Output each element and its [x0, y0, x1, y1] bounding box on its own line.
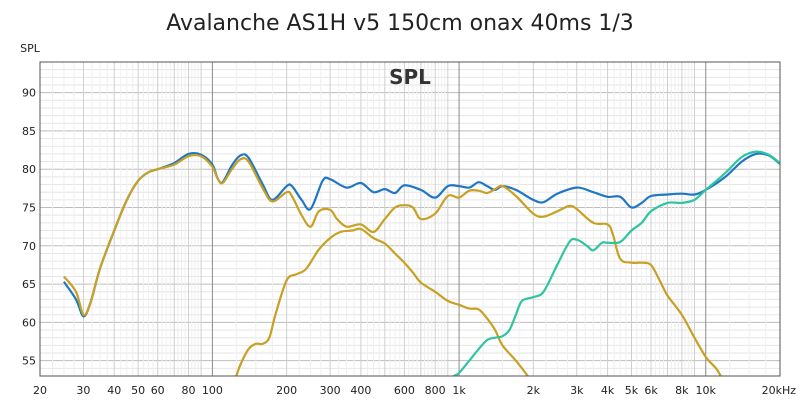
x-tick-label: 200 [276, 384, 297, 397]
x-tick-label: 60 [151, 384, 165, 397]
x-tick-label: 4k [601, 384, 615, 397]
series-line-2 [63, 153, 722, 376]
x-tick-label: 800 [425, 384, 446, 397]
chart-title: Avalanche AS1H v5 150cm onax 40ms 1/3 [166, 11, 634, 36]
grid [39, 61, 781, 377]
x-tick-label: 300 [320, 384, 341, 397]
x-tick-label: 80 [182, 384, 196, 397]
y-tick-label: 85 [22, 125, 36, 138]
series-line-4 [453, 150, 780, 376]
x-tick-label: 30 [76, 384, 90, 397]
y-tick-label: 70 [22, 240, 36, 253]
y-tick-label: 60 [22, 316, 36, 329]
y-tick-label: 90 [22, 87, 36, 100]
x-tick-label: 40 [107, 384, 121, 397]
y-tick-label: 65 [22, 278, 36, 291]
tick-labels: 20 30 40 50 60 80 100 200 300 400 600 800 1k 2k 3k 4k 5k… [22, 87, 796, 397]
x-tick-label: 10k [696, 384, 717, 397]
y-axis-label: SPL [20, 42, 41, 55]
plot-frame [39, 61, 781, 377]
y-tick-label: 55 [22, 355, 36, 368]
series-line-1 [62, 151, 780, 318]
x-tick-label: 100 [202, 384, 223, 397]
x-tick-label: 1k [452, 384, 466, 397]
x-tick-label: 5k [625, 384, 639, 397]
x-tick-label: 400 [350, 384, 371, 397]
x-tick-label: 600 [394, 384, 415, 397]
series-line-3 [235, 227, 529, 376]
x-tick-label: 50 [131, 384, 145, 397]
x-tick-label: 20kHz [762, 384, 797, 397]
y-tick-label: 75 [22, 202, 36, 215]
x-tick-label: 2k [527, 384, 541, 397]
series-lines [62, 150, 780, 376]
x-tick-label: 8k [675, 384, 689, 397]
x-tick-label: 20 [33, 384, 47, 397]
x-tick-label: 3k [570, 384, 584, 397]
x-tick-label: 6k [644, 384, 658, 397]
y-tick-label: 80 [22, 163, 36, 176]
inner-label: SPL [389, 65, 431, 89]
